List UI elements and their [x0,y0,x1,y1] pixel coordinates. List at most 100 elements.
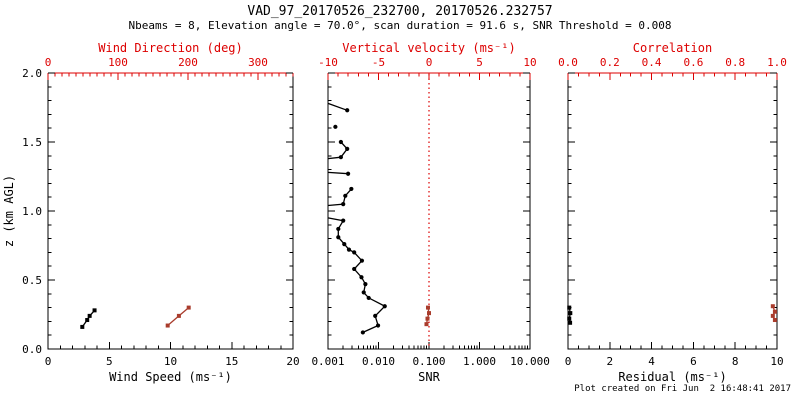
wind_direction-point [186,305,191,310]
snr_profile-point [345,146,350,151]
panel-wind-speed-and-direction: 0 5 10 15 20 Wind Speed (ms⁻¹) 0 100 200 300 Wind … [2,41,300,384]
top-tick-label: 0.6 [683,56,703,69]
bottom-tick-label: 0.100 [412,355,445,368]
snr_profile-point [359,275,364,280]
y-tick-label: 1.0 [22,205,42,218]
vertical_velocity-point [425,316,430,321]
y-tick-label: 0.0 [22,343,42,356]
snr_profile-point [336,235,341,240]
wind_speed-point [92,308,97,313]
top-tick-label: 10 [523,56,536,69]
snr_profile-point [341,202,346,207]
bottom-tick-label: 0.001 [311,355,344,368]
bottom-tick-label: 20 [286,355,299,368]
bottom-tick-label: 10.000 [510,355,550,368]
top-axis-title: Vertical velocity (ms⁻¹) [342,41,515,55]
snr_profile-point [342,242,347,247]
y-tick-label: 2.0 [22,67,42,80]
snr_profile-line [327,188,352,207]
bottom-tick-label: 5 [106,355,113,368]
snr_profile-point [345,171,351,176]
top-tick-label: 0.0 [558,56,578,69]
wind_speed-line [81,309,95,328]
wind_direction-point [165,323,170,328]
bottom-tick-label: 15 [225,355,238,368]
snr_profile-point [349,186,354,192]
panel-frame [567,73,778,350]
top-tick-label: 200 [178,56,198,69]
snr_profile-point [366,295,371,301]
snr_profile-point [382,304,387,309]
top-tick-label: 0 [426,56,433,69]
plot-title: VAD_97_20170526_232700, 20170526.232757 [247,4,553,19]
correlation-point [770,304,775,309]
snr_profile-line [327,141,349,160]
top-tick-label: 300 [248,56,268,69]
top-tick-label: 0.8 [725,56,745,69]
panel-frame [47,73,294,350]
vertical_velocity-point [424,322,429,327]
snr_profile-point [352,250,357,255]
top-tick-label: 0 [45,56,52,69]
panel-snr-and-vertical-velocity: 0.001 0.010 0.100 1.000 10.000 SNR -10 -5 0 5 10 Ve… [311,41,549,384]
bottom-tick-label: 10 [164,355,177,368]
vertical_velocity-point [427,311,431,316]
snr_profile-point [336,226,341,232]
snr_profile-line [327,171,349,175]
bottom-tick-label: 8 [732,355,739,368]
y-tick-label: 0.5 [22,274,42,287]
bottom-tick-label: 6 [690,355,697,368]
residual-line [568,307,571,323]
snr_profile-point [373,313,378,318]
snr_profile-point [343,193,348,198]
vertical_velocity-line [425,307,430,325]
residual-point [568,320,573,325]
wind_speed-point [85,318,90,323]
bottom-tick-label: 2 [606,355,613,368]
bottom-tick-label: 0 [45,355,52,368]
wind_direction-point [176,313,181,318]
snr_profile-line [327,102,348,111]
snr_profile-point [363,282,368,287]
wind_speed-point [80,324,85,329]
correlation-point [770,313,775,318]
snr_profile-point [338,155,343,160]
bottom-tick-label: 10 [770,355,783,368]
residual-point [568,311,573,316]
series-residual [567,305,573,325]
top-axis-title: Wind Direction (deg) [98,41,243,55]
series-snr_profile [327,102,387,335]
residual-point [567,316,572,321]
panel-residual-and-correlation: 0 2 4 6 8 10 Residual (ms⁻¹) 0.0 0.2 0.4 0.6 0.8 1.0… [558,41,787,384]
series-wind_speed [80,308,97,329]
top-tick-label: 0.4 [642,56,662,69]
snr_profile-point [345,108,350,113]
top-tick-label: 5 [476,56,483,69]
bottom-axis-title: Residual (ms⁻¹) [618,370,726,384]
residual-point [567,305,572,310]
top-axis-title: Correlation [633,41,712,55]
plot-subtitle: Nbeams = 8, Elevation angle = 70.0°, sca… [128,19,672,32]
y-axis-title: z (km AGL) [2,175,16,247]
bottom-axis-title: Wind Speed (ms⁻¹) [109,370,232,384]
bottom-tick-label: 4 [648,355,655,368]
top-tick-label: -5 [372,56,385,69]
bottom-tick-label: 1.000 [463,355,496,368]
top-tick-label: -10 [318,56,338,69]
y-tick-label: 1.5 [22,136,42,149]
series-wind_direction [165,305,191,328]
bottom-tick-label: 0 [565,355,572,368]
snr_profile-point [375,323,381,328]
vertical_velocity-point [425,305,430,310]
top-tick-label: 1.0 [767,56,787,69]
snr_profile-point [359,258,365,263]
wind_speed-point [87,313,92,318]
series-correlation [770,304,777,323]
snr_profile-point [360,330,365,335]
correlation-point [772,318,777,323]
bottom-tick-label: 0.010 [362,355,395,368]
top-tick-label: 100 [108,56,128,69]
series-vertical_velocity [424,305,431,327]
